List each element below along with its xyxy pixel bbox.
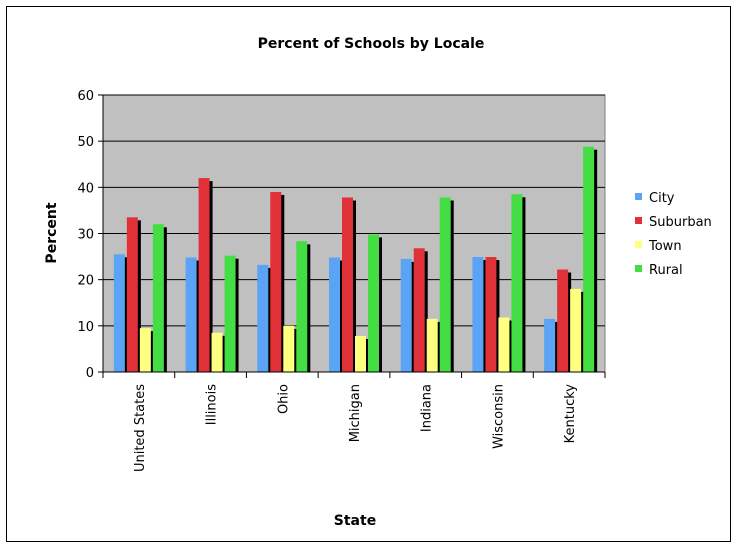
x-axis-title: State	[334, 513, 376, 529]
bar-city	[400, 258, 412, 372]
bar-rural	[511, 194, 523, 372]
bar-rural	[583, 146, 595, 372]
legend-label-city: City	[649, 191, 675, 206]
bar-suburban	[198, 178, 210, 372]
y-tick-label: 0	[86, 366, 94, 381]
chart-title: Percent of Schools by Locale	[258, 36, 485, 52]
y-tick-label: 20	[77, 274, 94, 289]
y-tick-label: 30	[77, 228, 94, 243]
bar-town	[498, 317, 510, 372]
x-tick-label: United States	[133, 384, 148, 472]
x-tick-label: Michigan	[348, 384, 363, 442]
bar-town	[139, 328, 151, 372]
y-tick-label: 40	[77, 181, 94, 196]
legend-swatch-rural	[635, 265, 642, 272]
bar-suburban	[126, 217, 138, 372]
bar-rural	[152, 224, 164, 372]
y-tick-label: 50	[77, 135, 94, 150]
y-axis-title: Percent	[44, 202, 60, 263]
x-tick-label: Wisconsin	[491, 384, 506, 449]
bar-suburban	[413, 248, 425, 372]
bar-rural	[224, 255, 236, 372]
legend-swatch-city	[635, 193, 642, 200]
bar-suburban	[342, 197, 353, 372]
y-tick-label: 10	[77, 320, 94, 335]
x-tick-label: Indiana	[420, 384, 435, 432]
legend-swatch-suburban	[635, 217, 642, 224]
x-tick-label: Kentucky	[563, 384, 578, 444]
legend-label-rural: Rural	[649, 263, 683, 278]
bar-town	[570, 288, 582, 372]
legend: City Suburban Town Rural	[635, 191, 712, 278]
bar-rural	[439, 197, 451, 372]
bar-town	[426, 318, 438, 372]
bar-suburban	[485, 257, 497, 372]
chart-svg: Percent of Schools by Locale 0 10 20 30 40 50…	[44, 36, 712, 529]
legend-label-suburban: Suburban	[649, 215, 712, 230]
bar-rural	[296, 241, 308, 372]
bar-city	[544, 318, 556, 372]
bar-town	[283, 325, 295, 372]
x-tick-label: Ohio	[276, 384, 291, 414]
x-tick-label: Illinois	[205, 384, 220, 425]
y-tick-label: 60	[77, 89, 94, 104]
bar-suburban	[270, 191, 282, 372]
plot-area: 0 10 20 30 40 50 60 United States Illinois Ohio Mi…	[77, 89, 606, 472]
legend-swatch-town	[635, 241, 642, 248]
bar-city	[329, 257, 340, 372]
bar-town	[211, 332, 223, 372]
bar-suburban	[557, 269, 569, 372]
bar-city	[472, 257, 484, 372]
bar-rural	[368, 234, 379, 372]
bar-city	[113, 254, 125, 372]
bar-city	[257, 264, 269, 372]
bar-city	[185, 257, 197, 372]
chart-frame: Percent of Schools by Locale 0 10 20 30 40 50…	[6, 6, 731, 542]
legend-label-town: Town	[648, 239, 682, 254]
bar-town	[355, 335, 366, 372]
